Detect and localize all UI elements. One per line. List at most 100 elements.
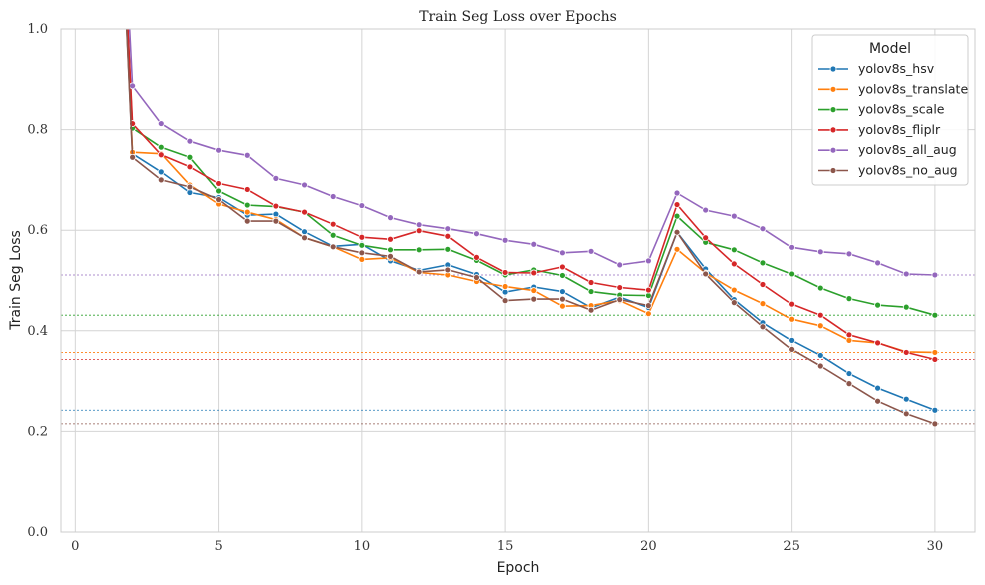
data-point: [243, 208, 251, 216]
data-point: [215, 146, 222, 154]
series-yolov8s_translate: [126, 29, 939, 356]
legend-items: yolov8s_hsv yolov8s_translate yolov8s_scal…: [818, 61, 968, 178]
series-group: [125, 29, 939, 428]
series-line: [127, 29, 936, 361]
data-point: [788, 270, 796, 278]
legend-label: yolov8s_no_aug: [858, 163, 958, 178]
data-point: [902, 395, 910, 403]
data-point: [243, 217, 251, 225]
legend-box: [811, 34, 969, 186]
data-point: [788, 336, 796, 344]
data-point: [473, 253, 480, 261]
series-line: [128, 29, 935, 276]
legend-item: yolov8s_translate: [818, 81, 968, 96]
data-point: [616, 261, 624, 269]
data-point: [329, 231, 337, 239]
data-point: [329, 220, 337, 228]
data-point: [759, 259, 767, 267]
series-yolov8s_no_aug: [125, 29, 939, 428]
data-point: [874, 339, 881, 347]
legend-item: yolov8s_hsv: [818, 61, 935, 76]
data-point: [816, 311, 824, 319]
data-point: [301, 228, 308, 236]
data-point: [874, 397, 881, 405]
legend-swatch-marker: [829, 65, 837, 73]
series-yolov8s_all_aug: [128, 29, 939, 279]
legend-item: yolov8s_no_aug: [818, 163, 958, 178]
data-point: [616, 284, 624, 291]
legend-swatch-marker: [829, 85, 837, 93]
data-point: [243, 201, 251, 209]
data-point: [559, 272, 566, 279]
data-point: [673, 201, 681, 208]
data-point: [587, 288, 595, 295]
data-point: [272, 174, 280, 182]
data-point: [702, 206, 710, 214]
data-point: [902, 303, 910, 311]
data-point: [644, 310, 652, 318]
data-point: [845, 331, 853, 339]
y-tick-label: 0.6: [27, 223, 48, 238]
data-point: [272, 217, 280, 225]
data-point: [215, 196, 222, 203]
x-tick-label: 25: [783, 539, 800, 554]
data-point: [759, 281, 767, 288]
data-point: [415, 221, 423, 229]
data-point: [644, 257, 652, 265]
data-point: [587, 306, 595, 314]
series-line: [125, 29, 936, 425]
data-point: [444, 232, 452, 240]
y-tick-label: 0.8: [27, 123, 48, 138]
x-tick-label: 20: [640, 539, 657, 554]
data-point: [272, 210, 280, 218]
data-point: [329, 193, 337, 200]
data-point: [673, 189, 681, 197]
data-point: [702, 270, 710, 278]
y-tick-label: 1.0: [27, 22, 48, 37]
data-point: [788, 243, 796, 251]
data-point: [673, 228, 681, 236]
data-point: [157, 151, 165, 159]
data-point: [186, 163, 194, 171]
data-point: [902, 349, 910, 356]
legend-swatch-marker: [829, 146, 837, 154]
data-point: [559, 288, 566, 295]
x-axis-label: Epoch: [497, 560, 540, 576]
data-point: [644, 292, 652, 299]
data-point: [559, 295, 566, 303]
data-point: [816, 284, 824, 292]
data-point: [874, 384, 881, 392]
data-point: [501, 288, 509, 296]
legend-swatch-marker: [829, 167, 837, 174]
data-point: [931, 356, 939, 363]
data-point: [730, 212, 738, 220]
data-point: [931, 349, 939, 356]
x-tick-label: 30: [927, 539, 944, 554]
data-point: [902, 410, 910, 418]
data-point: [759, 323, 767, 331]
reference-lines: [61, 274, 975, 425]
data-point: [902, 270, 910, 278]
data-point: [730, 286, 738, 294]
data-point: [415, 246, 423, 254]
y-tick-label: 0.2: [27, 424, 48, 439]
data-point: [444, 245, 452, 253]
data-point: [673, 212, 681, 220]
data-point: [301, 234, 308, 242]
data-point: [845, 336, 853, 344]
data-point: [215, 180, 222, 187]
legend-item: yolov8s_scale: [818, 102, 945, 117]
data-point: [501, 236, 509, 244]
y-tick-labels: 0.0 0.2 0.4 0.6 0.8 1.0: [27, 22, 48, 540]
data-point: [730, 246, 738, 254]
data-point: [186, 153, 194, 161]
data-point: [730, 299, 738, 307]
legend-label: yolov8s_all_aug: [858, 142, 957, 157]
data-point: [243, 151, 251, 159]
data-point: [788, 315, 796, 323]
data-point: [415, 227, 423, 235]
data-point: [215, 187, 222, 195]
series-line: [126, 29, 936, 412]
data-point: [759, 300, 767, 308]
